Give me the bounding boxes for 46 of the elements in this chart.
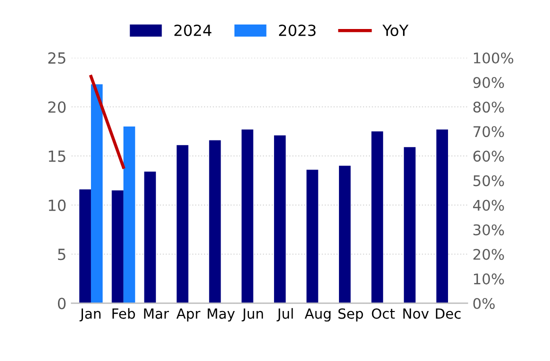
y-tick-label: 20 — [48, 101, 66, 113]
bar — [144, 172, 156, 304]
y2-tick-label: 100% — [474, 52, 514, 64]
bar — [371, 131, 384, 304]
x-tick-label: Apr — [176, 308, 200, 322]
y-tick-label: 15 — [48, 150, 66, 162]
bar — [404, 147, 416, 304]
x-tick-label: May — [208, 308, 235, 322]
x-tick-label: Jun — [242, 308, 263, 322]
y-tick-label: 5 — [58, 248, 66, 260]
y2-tick-label: 80% — [473, 102, 504, 113]
legend-label: 2024 — [174, 24, 212, 36]
x-tick-label: Nov — [403, 308, 429, 319]
bar — [274, 135, 286, 304]
bar — [123, 126, 136, 304]
x-tick-label: Jan — [80, 308, 100, 322]
bar — [436, 129, 448, 304]
bar — [242, 129, 254, 304]
bar — [338, 166, 351, 304]
bar — [176, 145, 188, 304]
y2-tick-label: 20% — [473, 248, 504, 260]
bar — [112, 190, 124, 304]
bar — [90, 84, 103, 304]
bar — [306, 170, 318, 304]
y2-tick-label: 90% — [473, 77, 504, 88]
x-tick-label: Sep — [338, 308, 363, 322]
x-tick-label: Dec — [436, 308, 461, 319]
y-tick-label: 25 — [48, 52, 66, 64]
y2-tick-label: 0% — [473, 298, 495, 309]
y2-tick-label: 60% — [473, 150, 504, 162]
x-tick-label: Mar — [144, 308, 169, 319]
bar — [209, 140, 221, 304]
x-tick-label: Aug — [304, 308, 330, 322]
y2-tick-label: 10% — [474, 273, 504, 284]
y2-tick-label: 40% — [473, 200, 504, 211]
legend-label: YoY — [382, 24, 408, 36]
bar — [79, 189, 91, 304]
x-tick-label: Feb — [112, 308, 135, 319]
y2-tick-label: 50% — [473, 175, 504, 186]
y2-tick-label: 70% — [474, 126, 504, 138]
x-tick-label: Oct — [372, 308, 395, 319]
legend-label: 2023 — [279, 24, 316, 36]
y-tick-label: 10 — [48, 200, 66, 212]
x-tick-label: Jul — [276, 308, 293, 322]
y2-tick-label: 30% — [473, 224, 504, 236]
y-tick-label: 0 — [58, 298, 66, 310]
